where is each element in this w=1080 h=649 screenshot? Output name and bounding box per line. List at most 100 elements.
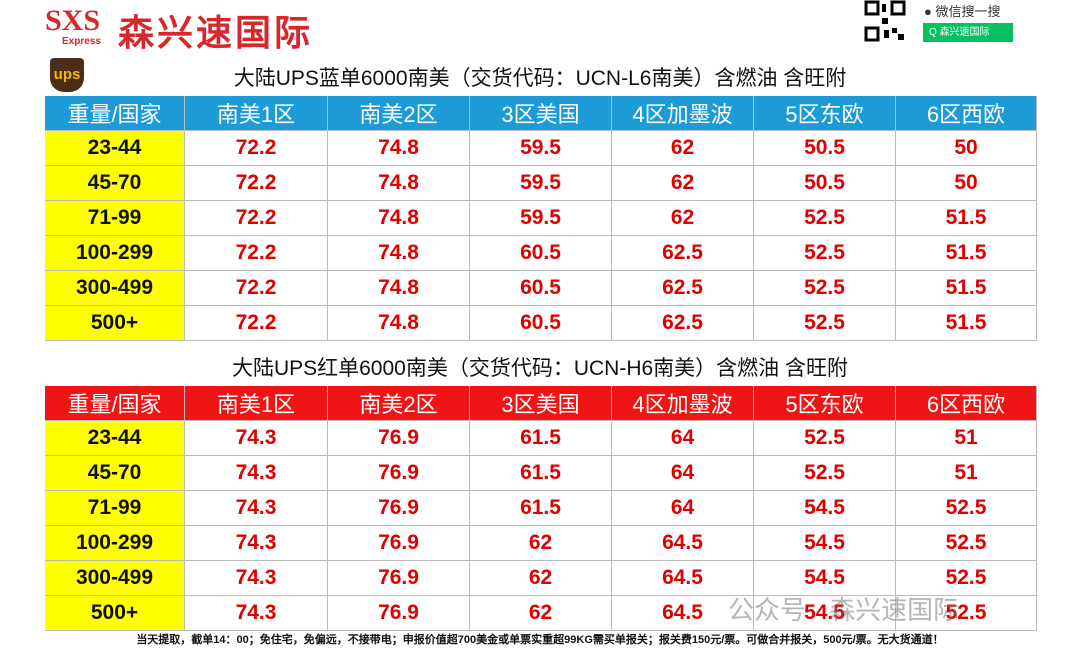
price-cell: 74.8 xyxy=(328,131,470,166)
column-header: 6区西欧 xyxy=(896,386,1037,421)
column-header: 5区东欧 xyxy=(754,96,896,131)
weight-cell: 23-44 xyxy=(45,131,185,166)
price-cell: 62 xyxy=(470,596,612,631)
price-cell: 52.5 xyxy=(896,526,1037,561)
price-cell: 54.5 xyxy=(754,561,896,596)
price-cell: 51 xyxy=(896,421,1037,456)
logo-text: SXS xyxy=(45,4,101,37)
price-cell: 72.2 xyxy=(185,131,328,166)
weight-cell: 500+ xyxy=(45,596,185,631)
price-cell: 52.5 xyxy=(896,491,1037,526)
price-cell: 74.8 xyxy=(328,306,470,341)
price-cell: 72.2 xyxy=(185,166,328,201)
price-cell: 59.5 xyxy=(470,131,612,166)
price-cell: 62.5 xyxy=(612,306,754,341)
weight-cell: 300-499 xyxy=(45,271,185,306)
price-cell: 54.5 xyxy=(754,491,896,526)
price-cell: 50 xyxy=(896,166,1037,201)
price-cell: 62 xyxy=(612,131,754,166)
price-cell: 74.3 xyxy=(185,421,328,456)
price-cell: 72.2 xyxy=(185,271,328,306)
column-header: 重量/国家 xyxy=(45,96,185,131)
price-cell: 76.9 xyxy=(328,421,470,456)
wechat-button[interactable]: Q 森兴速国际 xyxy=(923,23,1013,42)
price-cell: 72.2 xyxy=(185,201,328,236)
column-header: 南美1区 xyxy=(185,96,328,131)
watermark: 公众号 · 森兴速国际 xyxy=(728,595,960,625)
column-header: 南美1区 xyxy=(185,386,328,421)
weight-cell: 71-99 xyxy=(45,201,185,236)
footer-note: 当天提取，截单14：00；免住宅，免偏远，不接带电；申报价值超700美金或单票实… xyxy=(136,634,944,646)
weight-cell: 500+ xyxy=(45,306,185,341)
price-cell: 51.5 xyxy=(896,271,1037,306)
price-cell: 74.3 xyxy=(185,456,328,491)
wechat-search-text: 微信搜一搜 xyxy=(935,4,1001,19)
price-cell: 61.5 xyxy=(470,491,612,526)
price-cell: 64.5 xyxy=(612,596,754,631)
price-cell: 74.8 xyxy=(328,166,470,201)
weight-cell: 45-70 xyxy=(45,166,185,201)
price-cell: 76.9 xyxy=(328,526,470,561)
price-cell: 61.5 xyxy=(470,456,612,491)
weight-cell: 100-299 xyxy=(45,236,185,271)
price-cell: 52.5 xyxy=(896,596,1037,631)
table-title: 大陆UPS蓝单6000南美（交货代码：UCN-L6南美）含燃油 含旺附 xyxy=(233,67,847,90)
price-cell: 62 xyxy=(470,526,612,561)
price-cell: 50.5 xyxy=(754,131,896,166)
wechat-search: ● 微信搜一搜 xyxy=(924,4,1001,19)
price-cell: 60.5 xyxy=(470,271,612,306)
price-cell: 52.5 xyxy=(754,236,896,271)
price-cell: 76.9 xyxy=(328,491,470,526)
wechat-button-text: 森兴速国际 xyxy=(939,27,990,38)
price-cell: 52.5 xyxy=(896,561,1037,596)
column-header: 5区东欧 xyxy=(754,386,896,421)
price-cell: 50 xyxy=(896,131,1037,166)
price-cell: 74.8 xyxy=(328,271,470,306)
price-cell: 52.5 xyxy=(754,456,896,491)
price-cell: 62 xyxy=(470,561,612,596)
weight-cell: 100-299 xyxy=(45,526,185,561)
price-cell: 60.5 xyxy=(470,306,612,341)
price-cell: 64.5 xyxy=(612,526,754,561)
qr-code xyxy=(864,0,906,42)
price-cell: 52.5 xyxy=(754,421,896,456)
price-cell: 61.5 xyxy=(470,421,612,456)
price-cell: 72.2 xyxy=(185,236,328,271)
weight-cell: 45-70 xyxy=(45,456,185,491)
price-cell: 64 xyxy=(612,456,754,491)
price-cell: 74.3 xyxy=(185,491,328,526)
price-cell: 51 xyxy=(896,456,1037,491)
price-cell: 54.5 xyxy=(754,596,896,631)
price-cell: 52.5 xyxy=(754,201,896,236)
price-cell: 62.5 xyxy=(612,236,754,271)
column-header: 重量/国家 xyxy=(45,386,185,421)
price-cell: 64 xyxy=(612,421,754,456)
price-cell: 62 xyxy=(612,166,754,201)
ups-logo: ups xyxy=(50,58,84,92)
weight-cell: 300-499 xyxy=(45,561,185,596)
price-cell: 76.9 xyxy=(328,561,470,596)
price-cell: 51.5 xyxy=(896,236,1037,271)
column-header: 南美2区 xyxy=(328,386,470,421)
price-cell: 64 xyxy=(612,491,754,526)
price-cell: 74.3 xyxy=(185,526,328,561)
price-cell: 64.5 xyxy=(612,561,754,596)
price-cell: 54.5 xyxy=(754,526,896,561)
price-cell: 74.8 xyxy=(328,201,470,236)
price-cell: 59.5 xyxy=(470,166,612,201)
column-header: 3区美国 xyxy=(470,96,612,131)
column-header: 6区西欧 xyxy=(896,96,1037,131)
price-cell: 76.9 xyxy=(328,596,470,631)
column-header: 南美2区 xyxy=(328,96,470,131)
price-cell: 50.5 xyxy=(754,166,896,201)
price-cell: 52.5 xyxy=(754,306,896,341)
price-cell: 76.9 xyxy=(328,456,470,491)
column-header: 3区美国 xyxy=(470,386,612,421)
company-name: 森兴速国际 xyxy=(118,13,314,53)
logo-sub: Express xyxy=(62,36,101,47)
price-cell: 62 xyxy=(612,201,754,236)
column-header: 4区加墨波 xyxy=(612,96,754,131)
price-cell: 74.3 xyxy=(185,596,328,631)
price-cell: 72.2 xyxy=(185,306,328,341)
column-header: 4区加墨波 xyxy=(612,386,754,421)
